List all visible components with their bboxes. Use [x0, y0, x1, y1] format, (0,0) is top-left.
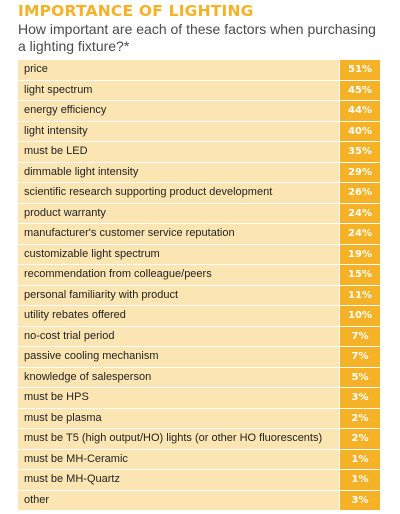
factor-label: no-cost trial period [18, 326, 340, 346]
factor-label: recommendation from colleague/peers [18, 265, 340, 285]
factor-percent: 3% [340, 490, 380, 510]
factor-percent: 5% [340, 367, 380, 387]
factor-label: knowledge of salesperson [18, 367, 340, 387]
factor-percent: 51% [340, 60, 380, 80]
table-row: energy efficiency 44% [18, 101, 380, 122]
factor-label: other [18, 490, 340, 510]
factor-percent: 2% [340, 429, 380, 449]
factor-label: must be MH-Quartz [18, 470, 340, 490]
chart-subtitle: How important are each of these factors … [18, 21, 376, 54]
table-row: other 3% [18, 490, 380, 511]
table-row: knowledge of salesperson 5% [18, 367, 380, 388]
table-row: must be LED 35% [18, 142, 380, 163]
factor-label: personal familiarity with product [18, 285, 340, 305]
factor-percent: 45% [340, 80, 380, 100]
table-row: manufacturer's customer service reputati… [18, 224, 380, 245]
table-row: must be HPS 3% [18, 388, 380, 409]
factor-label: must be HPS [18, 388, 340, 408]
factor-label: light intensity [18, 121, 340, 141]
table-row: must be plasma 2% [18, 408, 380, 429]
factor-label: must be LED [18, 142, 340, 162]
factor-label: energy efficiency [18, 101, 340, 121]
factor-percent: 44% [340, 101, 380, 121]
factor-percent: 2% [340, 408, 380, 428]
table-row: must be MH-Quartz 1% [18, 470, 380, 491]
factor-label: light spectrum [18, 80, 340, 100]
factor-percent: 40% [340, 121, 380, 141]
table-row: dimmable light intensity 29% [18, 162, 380, 183]
factor-label: scientific research supporting product d… [18, 183, 340, 203]
factor-percent: 11% [340, 285, 380, 305]
factor-label: must be plasma [18, 408, 340, 428]
factor-label: customizable light spectrum [18, 244, 340, 264]
table-row: light spectrum 45% [18, 80, 380, 101]
factor-label: dimmable light intensity [18, 162, 340, 182]
table-row: personal familiarity with product 11% [18, 285, 380, 306]
factor-table: price 51% light spectrum 45% energy efficien… [18, 59, 380, 511]
factor-percent: 7% [340, 347, 380, 367]
factor-label: must be T5 (high output/HO) lights (or o… [18, 429, 340, 449]
factor-label: product warranty [18, 203, 340, 223]
factor-percent: 24% [340, 203, 380, 223]
factor-percent: 29% [340, 162, 380, 182]
factor-label: manufacturer's customer service reputati… [18, 224, 340, 244]
table-row: light intensity 40% [18, 121, 380, 142]
factor-percent: 1% [340, 470, 380, 490]
factor-percent: 1% [340, 449, 380, 469]
table-row: must be MH-Ceramic 1% [18, 449, 380, 470]
factor-percent: 24% [340, 224, 380, 244]
factor-label: price [18, 60, 340, 80]
factor-label: must be MH-Ceramic [18, 449, 340, 469]
factor-label: passive cooling mechanism [18, 347, 340, 367]
factor-label: utility rebates offered [18, 306, 340, 326]
table-row: recommendation from colleague/peers 15% [18, 265, 380, 286]
factor-percent: 26% [340, 183, 380, 203]
factor-percent: 10% [340, 306, 380, 326]
chart-title: IMPORTANCE OF LIGHTING [18, 2, 254, 20]
table-row: no-cost trial period 7% [18, 326, 380, 347]
factor-percent: 15% [340, 265, 380, 285]
factor-percent: 3% [340, 388, 380, 408]
factor-percent: 7% [340, 326, 380, 346]
table-row: passive cooling mechanism 7% [18, 347, 380, 368]
table-row: customizable light spectrum 19% [18, 244, 380, 265]
table-row: scientific research supporting product d… [18, 183, 380, 204]
table-row: price 51% [18, 60, 380, 81]
table-row: must be T5 (high output/HO) lights (or o… [18, 429, 380, 450]
factor-percent: 19% [340, 244, 380, 264]
factor-percent: 35% [340, 142, 380, 162]
table-row: product warranty 24% [18, 203, 380, 224]
table-row: utility rebates offered 10% [18, 306, 380, 327]
